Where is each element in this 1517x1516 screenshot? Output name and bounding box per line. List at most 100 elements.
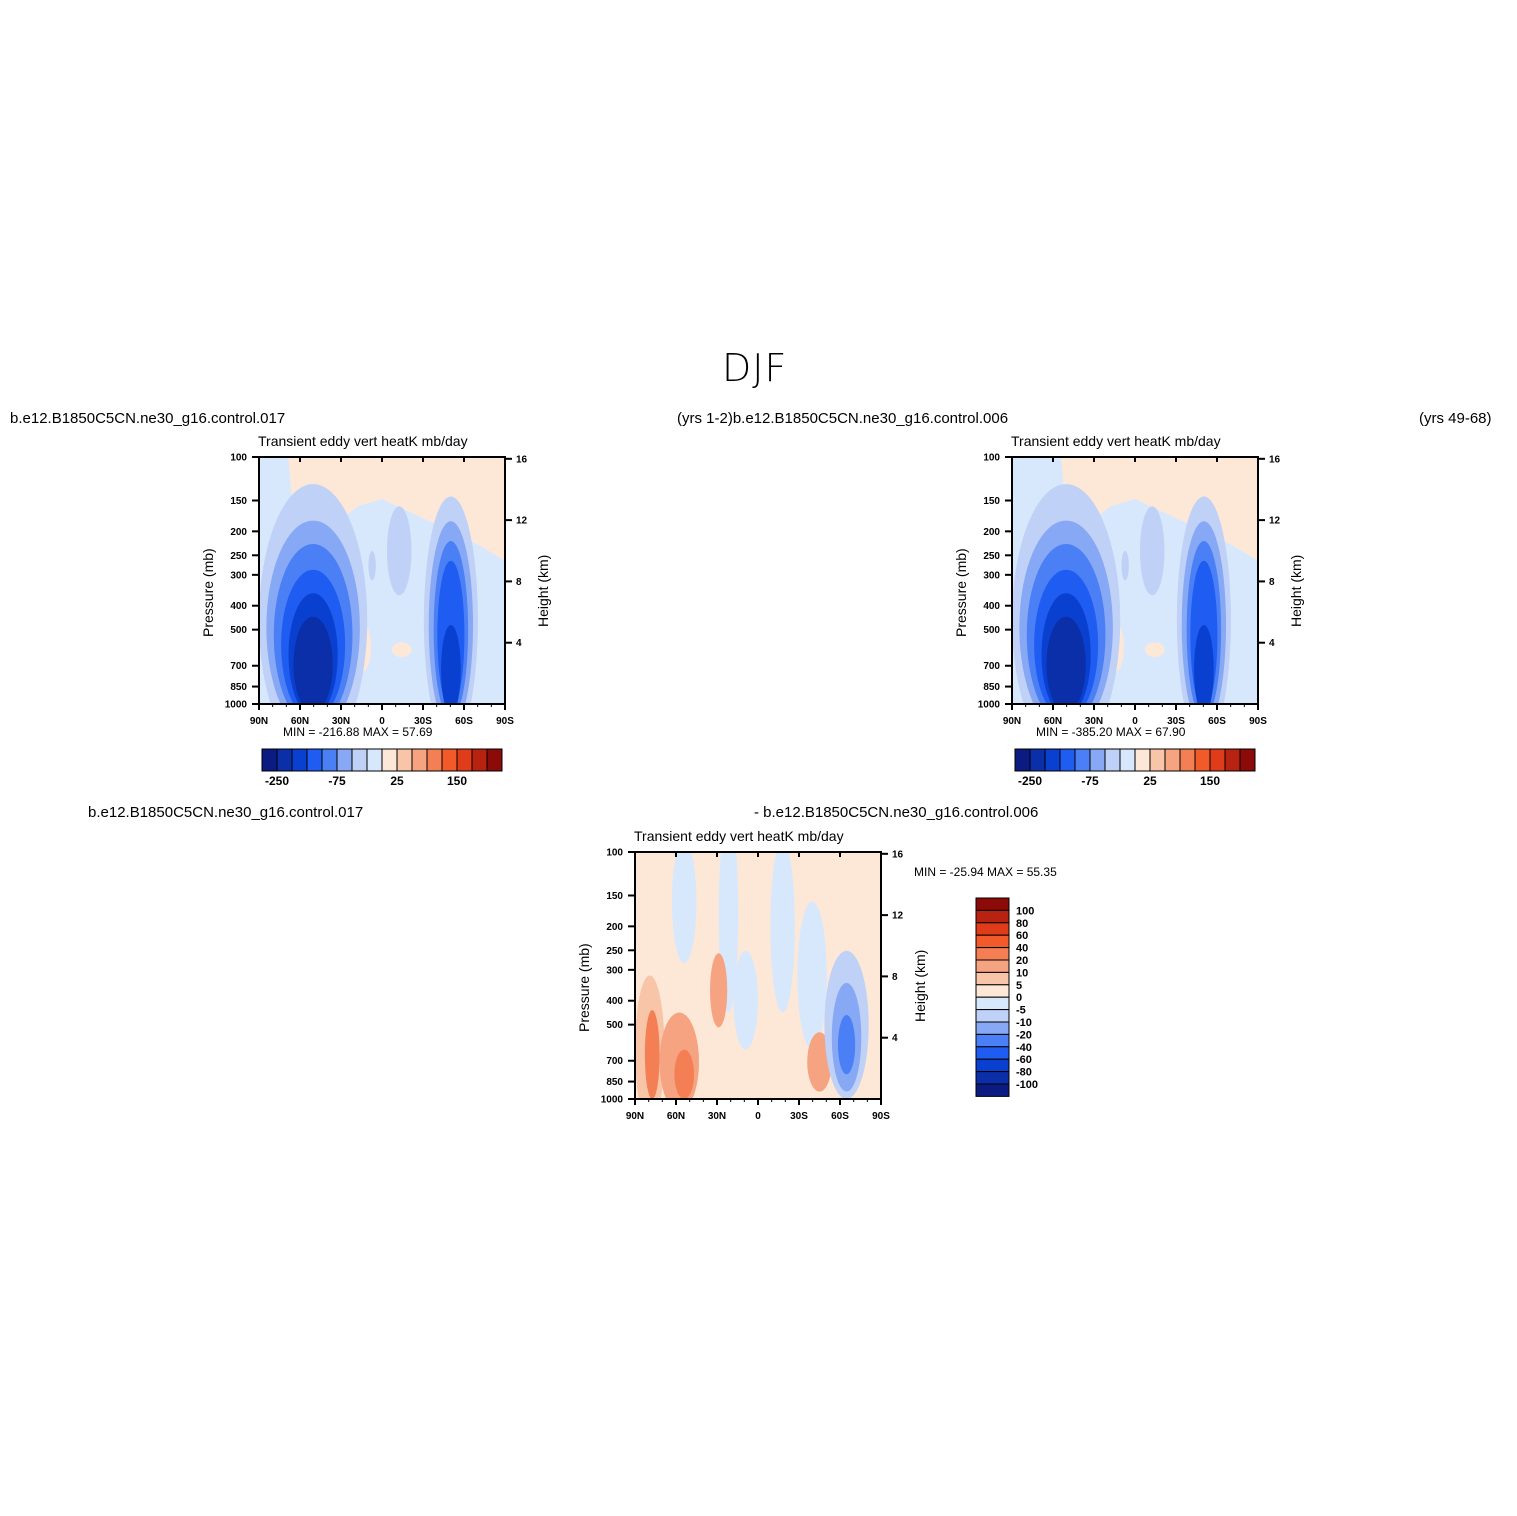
positive-region (288, 457, 505, 561)
colorbar-label: -75 (1081, 774, 1099, 788)
contour-blob (1121, 550, 1129, 581)
colorbar-label: -40 (1016, 1042, 1032, 1054)
colorbar-box (381, 748, 398, 772)
contour-blob (710, 953, 728, 1028)
x-tick-label: 0 (755, 1111, 761, 1122)
y-right-tick-label: 8 (516, 577, 522, 588)
colorbar-box (471, 748, 488, 772)
y-tick-label: 1000 (225, 700, 248, 711)
x-tick-label: 30S (790, 1111, 808, 1122)
colorbar-box (1239, 748, 1256, 772)
contour-blob (1139, 506, 1165, 596)
case-label-bottom-left: b.e12.B1850C5CN.ne30_g16.control.017 (88, 804, 364, 821)
colorbar-box (975, 984, 1010, 998)
panel-title: Transient eddy vert heatK mb/day (634, 828, 844, 844)
colorbar-box (306, 748, 323, 772)
y-tick-label: 100 (606, 848, 623, 859)
colorbar-box (351, 748, 368, 772)
y-tick-label: 150 (606, 891, 623, 902)
panel-title: Transient eddy vert heatK mb/day (1011, 433, 1221, 449)
colorbar-box (1164, 748, 1181, 772)
x-tick-label: 0 (379, 716, 385, 727)
colorbar-box (336, 748, 353, 772)
colorbar-box (1134, 748, 1151, 772)
x-tick-label: 60N (1044, 716, 1062, 727)
min-max-label: MIN = -385.20 MAX = 67.90 (1036, 725, 1186, 739)
colorbar-label: -250 (265, 774, 289, 788)
contour-blob (1046, 616, 1086, 704)
colorbar-box (396, 748, 413, 772)
colorbar-box (1104, 748, 1121, 772)
colorbar-label: 5 (1016, 980, 1022, 992)
colorbar-label: -60 (1016, 1054, 1032, 1066)
case-label-top-right: (yrs 49-68) (1419, 410, 1492, 427)
colorbar-label: 20 (1016, 955, 1028, 967)
colorbar-label: 10 (1016, 967, 1028, 979)
x-tick-label: 90N (626, 1111, 644, 1122)
colorbar-box (1224, 748, 1241, 772)
y-tick-label: 700 (983, 661, 1000, 672)
colorbar-box (975, 996, 1010, 1011)
x-tick-label: 90N (250, 716, 268, 727)
y-tick-label: 100 (983, 453, 1000, 464)
y-tick-label: 100 (230, 453, 247, 464)
colorbar-box (975, 1021, 1010, 1035)
colorbar-box (975, 1071, 1010, 1085)
y-right-tick-label: 4 (1269, 638, 1275, 649)
colorbar-box (1074, 748, 1091, 772)
colorbar-box (1209, 748, 1226, 772)
colorbar-box (1044, 748, 1061, 772)
y-tick-label: 400 (983, 601, 1000, 612)
colorbar-box (975, 1083, 1010, 1097)
colorbar-box (975, 897, 1010, 911)
y-tick-label: 250 (983, 551, 1000, 562)
colorbar-label: -100 (1016, 1079, 1038, 1091)
contour-blob (386, 506, 412, 596)
colorbar-box (1179, 748, 1196, 772)
y-right-tick-label: 8 (1269, 577, 1275, 588)
y-tick-label: 1000 (978, 700, 1001, 711)
colorbar-box (291, 748, 308, 772)
contour-blob (391, 642, 412, 658)
y-right-tick-label: 16 (892, 849, 904, 860)
colorbar-label: 150 (447, 774, 467, 788)
colorbar-label: 60 (1016, 930, 1028, 942)
colorbar-box (975, 934, 1010, 949)
contour-blob (293, 616, 333, 704)
y-tick-label: 250 (230, 551, 247, 562)
x-tick-label: 30S (1167, 716, 1185, 727)
colorbar: -250 -75 25 150 (261, 748, 503, 788)
y-tick-label: 300 (983, 570, 1000, 581)
colorbar-label: -20 (1016, 1029, 1032, 1041)
colorbar-label: 100 (1016, 905, 1034, 917)
contour-blob (1194, 624, 1214, 704)
y-right-tick-label: 4 (892, 1033, 898, 1044)
colorbar-label: 40 (1016, 943, 1028, 955)
y-tick-label: 200 (230, 527, 247, 538)
colorbar-label: -10 (1016, 1017, 1032, 1029)
colorbar-box (975, 947, 1010, 961)
colorbar-box (975, 1009, 1010, 1023)
colorbar-box (975, 959, 1010, 973)
y-tick-label: 300 (230, 570, 247, 581)
y-tick-label: 400 (230, 601, 247, 612)
colorbar-label: -75 (328, 774, 346, 788)
colorbar-box (426, 748, 443, 772)
y-tick-label: 850 (606, 1077, 623, 1088)
colorbar-label: -80 (1016, 1067, 1032, 1079)
colorbar-box (1089, 748, 1106, 772)
contour-blob (671, 852, 697, 964)
colorbar-box (975, 1046, 1010, 1060)
contour-blob (441, 624, 461, 704)
colorbar-label: 25 (1143, 774, 1157, 788)
contour-blob (770, 852, 795, 1013)
case-label-top-middle: (yrs 1-2)b.e12.B1850C5CN.ne30_g16.contro… (677, 410, 1009, 427)
y-tick-label: 200 (606, 922, 623, 933)
contour-blob (644, 1010, 660, 1099)
y-tick-label: 700 (230, 661, 247, 672)
colorbar-box (261, 748, 278, 772)
heatmap-field (259, 457, 505, 704)
min-max-label: MIN = -216.88 MAX = 57.69 (283, 725, 433, 739)
